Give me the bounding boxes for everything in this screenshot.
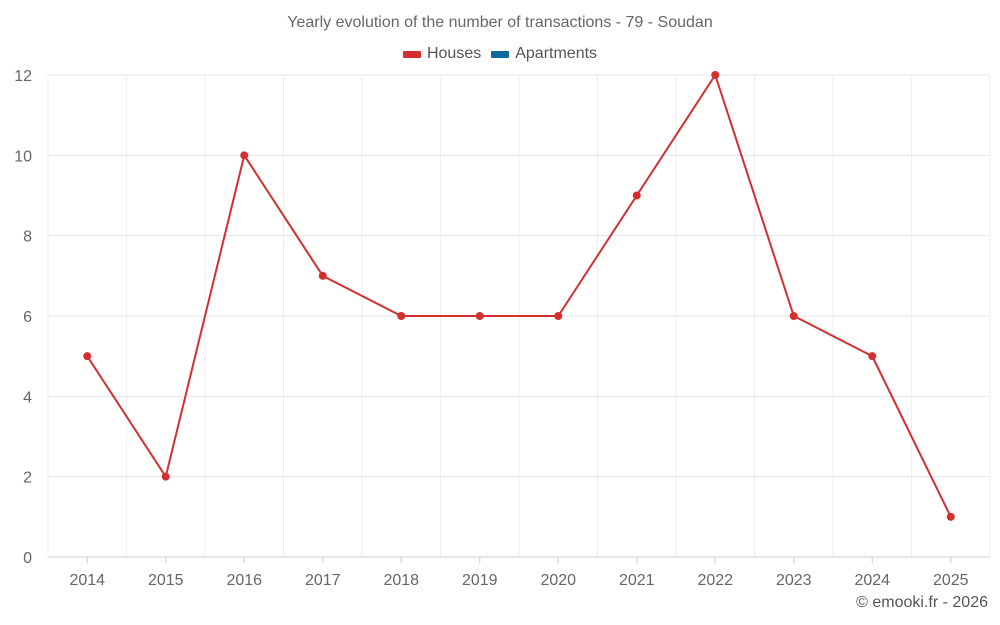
y-tick-label: 8 (23, 229, 32, 246)
series-layer (83, 71, 955, 521)
data-point-houses-2015 (161, 472, 170, 481)
legend-swatch-houses (402, 50, 421, 58)
x-tick-label: 2021 (619, 572, 655, 589)
data-point-houses-2023 (789, 312, 798, 320)
legend-item-houses[interactable]: Houses (402, 45, 482, 63)
x-tick-label: 2024 (854, 572, 890, 589)
copyright-notice: © emooki.fr - 2026 (856, 594, 988, 611)
y-tick-label: 10 (14, 148, 32, 165)
legend-swatch-apartments (491, 50, 510, 58)
x-tick-label: 2025 (933, 572, 969, 589)
chart-title: Yearly evolution of the number of transa… (287, 14, 713, 31)
series-line-houses (86, 74, 952, 518)
y-tick-label: 2 (23, 470, 32, 487)
legend-item-apartments[interactable]: Apartments (491, 45, 597, 63)
y-tick-label: 0 (23, 550, 32, 567)
x-tick-label: 2023 (776, 572, 812, 589)
x-tick-label: 2018 (383, 572, 419, 589)
data-point-houses-2017 (318, 271, 327, 280)
grid-layer (47, 74, 991, 558)
chart-legend: Houses Apartments (0, 45, 1000, 63)
data-point-houses-2016 (240, 151, 249, 160)
y-tick-label: 4 (23, 389, 32, 406)
data-point-houses-2022 (711, 71, 720, 79)
data-point-houses-2020 (554, 312, 563, 320)
legend-label-apartments: Apartments (515, 45, 598, 62)
data-point-houses-2014 (83, 352, 92, 361)
x-tick-label: 2020 (540, 572, 576, 589)
data-point-houses-2018 (397, 312, 406, 320)
data-point-houses-2021 (632, 191, 641, 200)
x-tick-label: 2022 (697, 572, 733, 589)
x-tick-label: 2016 (226, 572, 262, 589)
axis-layer: 0 2 4 6 8 10 12 2014 2015 2016 2017 2018 2019 2020 202… (14, 68, 990, 589)
data-point-houses-2025 (946, 512, 955, 521)
data-point-houses-2024 (868, 352, 877, 361)
legend-label-houses: Houses (426, 45, 482, 62)
x-tick-label: 2015 (148, 572, 184, 589)
x-tick-label: 2017 (305, 572, 341, 589)
x-tick-label: 2014 (69, 572, 105, 589)
x-tick-label: 2019 (462, 572, 498, 589)
y-tick-label: 6 (23, 309, 32, 326)
y-tick-label: 12 (14, 68, 32, 85)
data-point-houses-2019 (475, 312, 484, 320)
